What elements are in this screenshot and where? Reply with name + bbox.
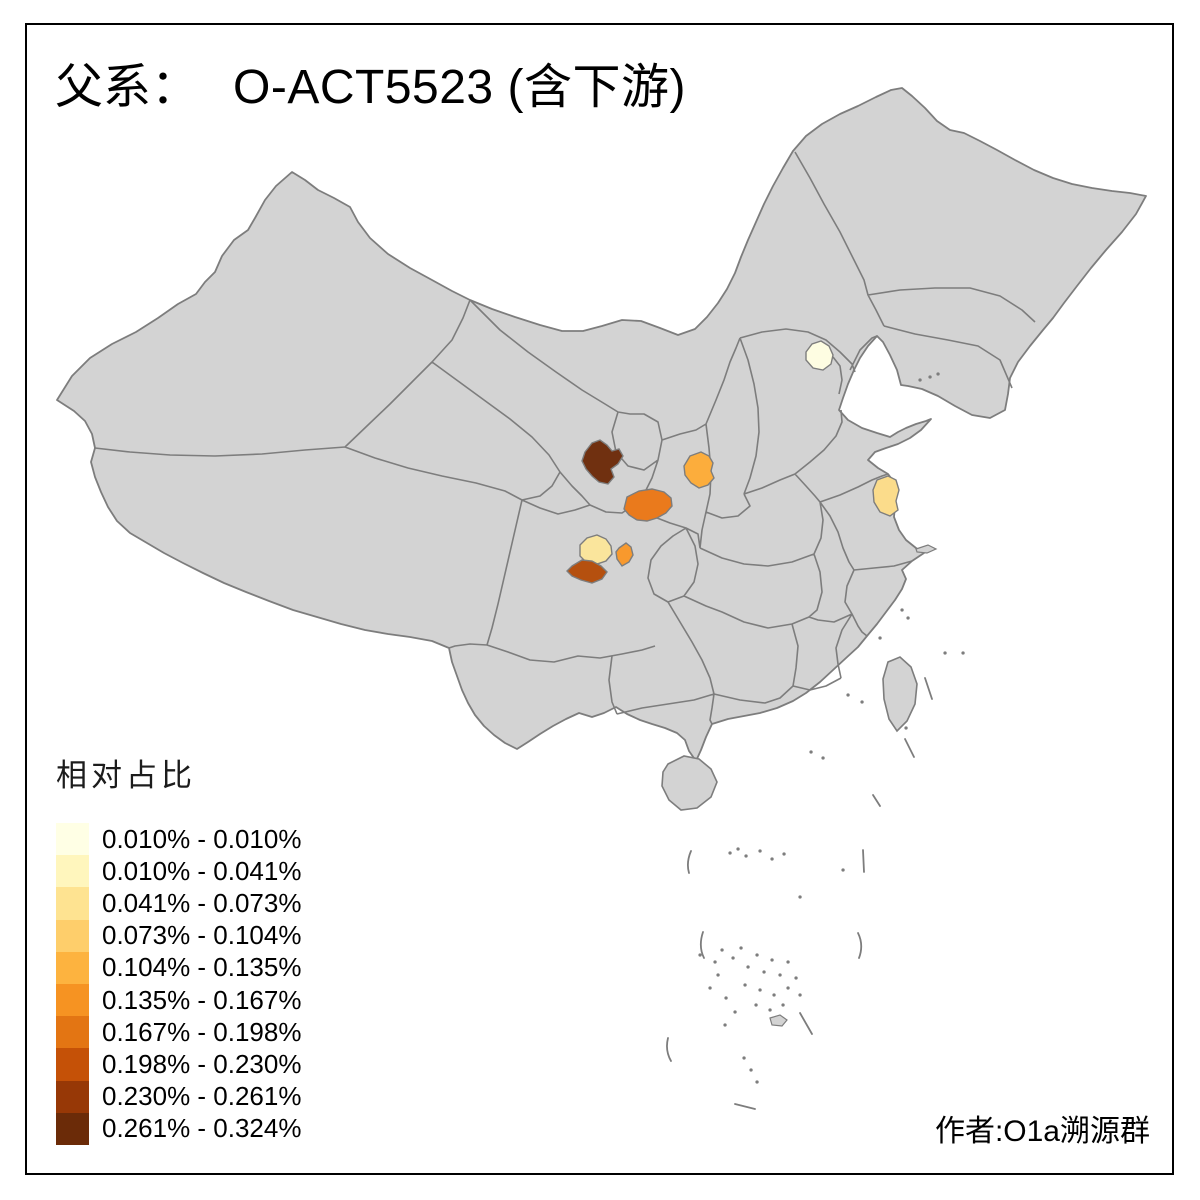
legend-swatch	[56, 887, 89, 920]
legend-swatch	[56, 1080, 89, 1113]
legend-item: 0.010% - 0.041%	[56, 855, 302, 888]
legend-label: 0.010% - 0.010%	[102, 823, 302, 854]
legend-swatch	[56, 951, 89, 984]
legend-swatch	[56, 855, 89, 888]
legend-swatch	[56, 919, 89, 952]
legend-label: 0.041% - 0.073%	[102, 887, 302, 918]
legend-item: 0.041% - 0.073%	[56, 887, 302, 920]
legend-item: 0.073% - 0.104%	[56, 919, 302, 952]
legend: 相对占比 0.010% - 0.010% 0.010% - 0.041% 0.0…	[56, 750, 301, 1145]
map-title: 父系： O-ACT5523 (含下游)	[55, 61, 686, 115]
legend-swatch	[56, 983, 89, 1017]
legend-label: 0.230% - 0.261%	[102, 1081, 302, 1112]
chongming-island	[915, 544, 938, 554]
legend-item: 0.261% - 0.324%	[56, 1112, 302, 1145]
legend-label: 0.261% - 0.324%	[102, 1113, 302, 1144]
legend-item: 0.104% - 0.135%	[56, 951, 302, 984]
author-credit: 作者:O1a溯源群	[934, 1115, 1150, 1148]
map-title-prefix: 父系：	[55, 61, 200, 114]
region-shaanxi-hanzhong	[623, 488, 673, 522]
legend-label: 0.135% - 0.167%	[102, 984, 302, 1015]
legend-title: 相对占比	[56, 758, 196, 793]
legend-item: 0.167% - 0.198%	[56, 1016, 302, 1049]
province-borders	[94, 151, 1036, 725]
legend-rows: 0.010% - 0.010% 0.010% - 0.041% 0.041% -…	[56, 823, 301, 1145]
region-beijing	[805, 340, 834, 371]
region-sichuan-central	[615, 542, 634, 567]
legend-label: 0.073% - 0.104%	[102, 920, 302, 951]
legend-label: 0.010% - 0.041%	[102, 855, 302, 886]
legend-item: 0.230% - 0.261%	[56, 1080, 302, 1113]
legend-item: 0.010% - 0.010%	[56, 823, 302, 856]
legend-item: 0.135% - 0.167%	[56, 983, 302, 1017]
legend-swatch	[56, 823, 89, 856]
south-china-sea-island	[769, 1014, 788, 1027]
region-shaanxi-north	[683, 451, 715, 489]
legend-swatch	[56, 1112, 89, 1145]
map-title-haplogroup: O-ACT5523 (含下游)	[233, 61, 686, 114]
legend-label: 0.198% - 0.230%	[102, 1048, 302, 1079]
legend-item: 0.198% - 0.230%	[56, 1048, 302, 1081]
taiwan-island	[882, 656, 918, 733]
legend-label: 0.104% - 0.135%	[102, 952, 302, 983]
plot-frame	[25, 23, 1174, 1175]
legend-label: 0.167% - 0.198%	[102, 1016, 302, 1047]
region-sichuan-south	[566, 559, 608, 584]
sea-boundary-dashes	[666, 677, 933, 1110]
region-jiangsu-coast	[872, 475, 900, 517]
island-dots	[698, 372, 965, 1084]
hainan-island	[661, 755, 718, 811]
region-gansu-south	[581, 439, 624, 485]
legend-swatch	[56, 1048, 89, 1081]
legend-swatch	[56, 1016, 89, 1049]
mainland-china-outline	[56, 87, 1147, 762]
